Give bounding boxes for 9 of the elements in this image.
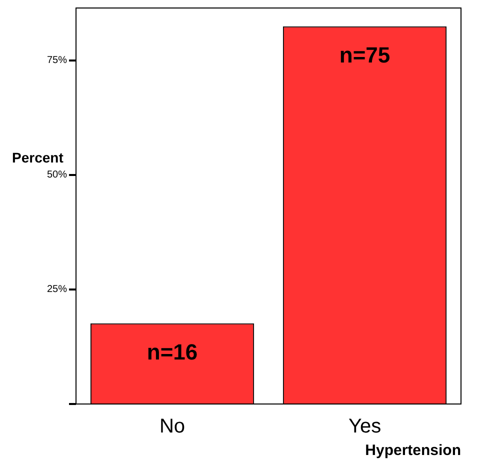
annotation: n=75 [339,42,390,68]
x-tick-label: Yes [348,416,382,438]
x-tick-label: No [159,416,186,438]
x-axis-title: Hypertension [365,442,461,460]
y-axis-title: Percent [12,149,64,166]
y-tick-label: 50% [47,170,68,181]
y-tick-label: 25% [47,284,68,296]
annotation: n=16 [146,339,198,364]
y-tick-label: 75% [47,55,68,66]
